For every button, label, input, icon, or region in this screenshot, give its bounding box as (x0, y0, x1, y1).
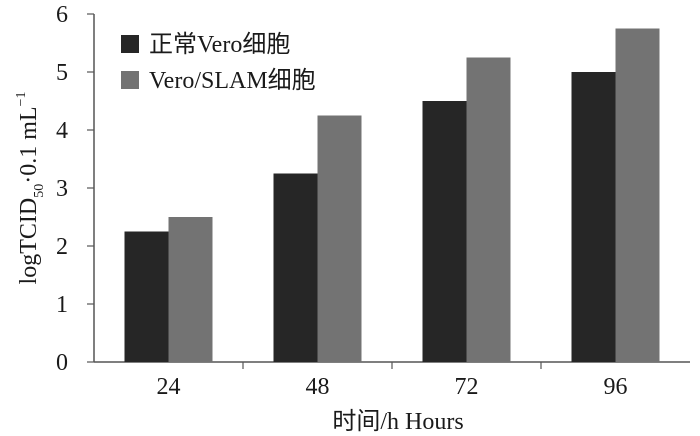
y-tick-label: 5 (56, 60, 68, 86)
x-axis-title: 时间/h Hours (332, 408, 463, 435)
legend-swatch-vero-slam (121, 71, 139, 89)
x-tick-label: 24 (157, 374, 181, 400)
y-tick-label: 4 (56, 118, 68, 144)
y-axis-title: logTCID50·0.1 mL−1 (14, 92, 47, 285)
bar-vero-slam-72 (466, 57, 511, 362)
y-axis-title-superscript: −1 (14, 92, 29, 107)
legend-label-vero-slam: Vero/SLAM细胞 (149, 67, 316, 94)
legend: 正常Vero细胞 Vero/SLAM细胞 (121, 31, 316, 94)
y-axis-title-rest: ·0.1 mL (16, 106, 42, 183)
x-tick-label: 48 (306, 374, 330, 400)
legend-label-normal-vero: 正常Vero细胞 (149, 31, 290, 58)
bar-normal-vero-24 (124, 231, 169, 362)
bar-normal-vero-48 (273, 173, 318, 362)
bar-vero-slam-48 (317, 115, 362, 362)
y-tick-label: 0 (56, 350, 68, 376)
y-tick-label: 1 (56, 292, 68, 318)
x-tick-label: 72 (455, 374, 479, 400)
x-axis-ticks: 24 48 72 96 (157, 362, 628, 400)
legend-swatch-normal-vero (121, 35, 139, 53)
bar-vero-slam-24 (168, 217, 213, 362)
y-tick-label: 2 (56, 234, 68, 260)
y-axis-title-subscript: 50 (32, 184, 47, 198)
bar-normal-vero-96 (571, 72, 616, 362)
y-tick-label: 3 (56, 176, 68, 202)
bars-group (124, 28, 660, 362)
bar-normal-vero-72 (422, 101, 467, 362)
bar-vero-slam-96 (615, 28, 660, 362)
x-tick-label: 96 (604, 374, 628, 400)
y-tick-label: 6 (56, 2, 68, 28)
y-axis-ticks: 0 1 2 3 4 5 6 (56, 2, 94, 376)
y-axis-title-main: logTCID (16, 198, 42, 285)
